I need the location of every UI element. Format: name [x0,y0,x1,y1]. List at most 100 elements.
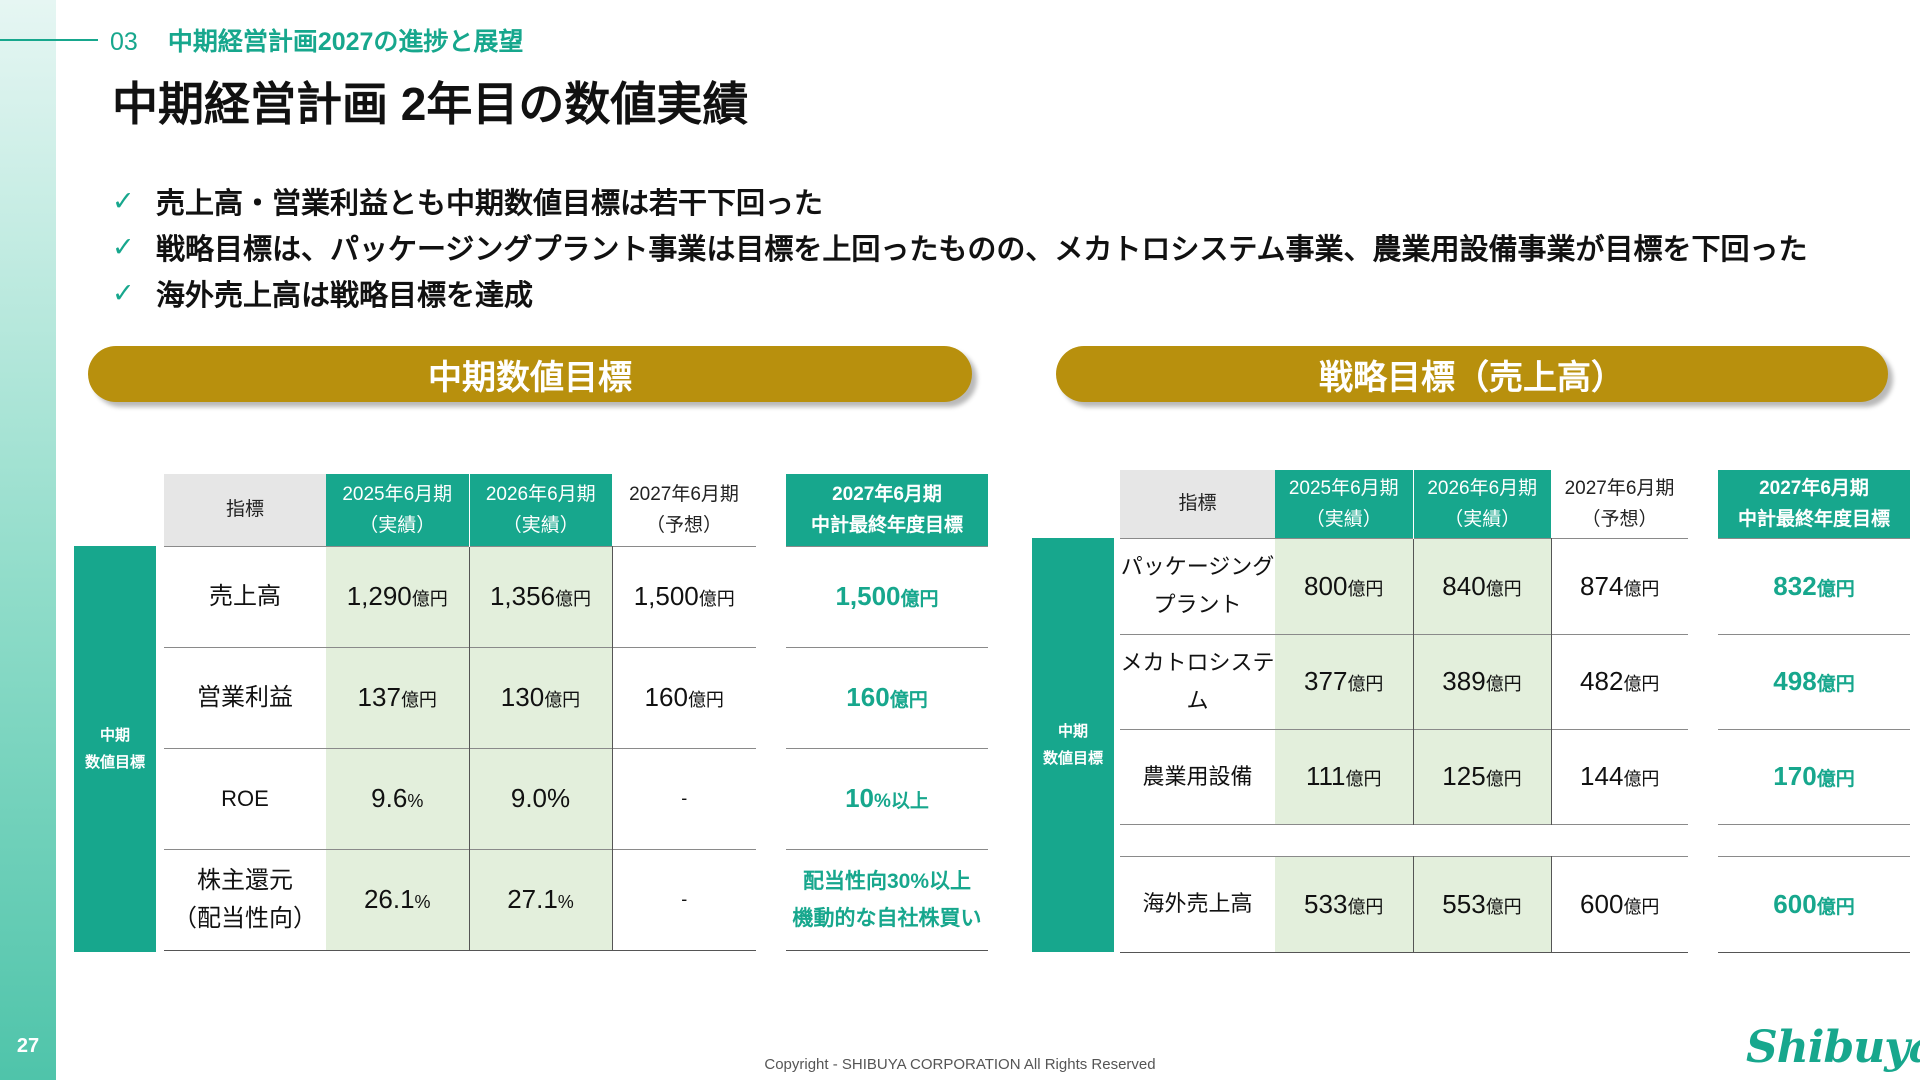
mid-term-table: 指標 2025年6月期 （実績） 2026年6月期 （実績） 2027年6月期 （予想… [164,474,756,951]
bullet-item: ✓ 売上高・営業利益とも中期数値目標は若干下回った [112,178,1808,224]
metric-name: 売上高 [164,545,326,647]
table-header-row: 指標 2025年6月期 （実績） 2026年6月期 （実績） 2027年6月期 （予想… [1120,470,1688,538]
page-number: 27 [16,1035,40,1057]
metric-name: パッケージング プラント [1120,537,1275,634]
table-header-row: 指標 2025年6月期 （実績） 2026年6月期 （実績） 2027年6月期 （予想… [164,474,756,546]
metric-name: 株主還元 （配当性向） [164,848,326,951]
value-fy2026: 125億円 [1413,728,1552,824]
table-row: 株主還元 （配当性向） 26.1% 27.1% - [164,848,756,951]
col-fy2026: 2026年6月期 （実績） [468,474,612,546]
table-row: メカトロシステム 377億円 389億円 482億円 [1120,633,1688,729]
table-row: 832億円 [1718,537,1910,634]
side-label-line: 数値目標 [84,754,145,771]
value-fy2025: 111億円 [1275,728,1414,824]
value-fy2025: 377億円 [1275,633,1414,729]
col-metric: 指標 [164,474,326,546]
metric-name: 農業用設備 [1120,728,1275,824]
value-fy2026: 1,356億円 [469,545,613,647]
right-side-label: 中期 数値目標 [1032,538,1114,952]
metric-name: ROE [164,747,326,849]
mid-term-target-table: 2027年6月期 中計最終年度目標 1,500億円 160億円 10%以上 配当性… [786,474,988,951]
value-fy2027: 874億円 [1551,537,1688,634]
strategic-target-table: 2027年6月期 中計最終年度目標 832億円 498億円 170億円 600億円 [1718,470,1910,953]
value-fy2025: 1,290億円 [326,545,470,647]
value-fy2026: 130億円 [469,646,613,748]
side-label-line: 中期 [99,727,130,744]
target-value: 1,500億円 [786,545,988,647]
strategic-table: 指標 2025年6月期 （実績） 2026年6月期 （実績） 2027年6月期 （予想… [1120,470,1688,953]
left-side-label: 中期 数値目標 [74,546,156,952]
table-row: ROE 9.6% 9.0% - [164,747,756,849]
table-row: 10%以上 [786,747,988,849]
table-row: 農業用設備 111億円 125億円 144億円 [1120,728,1688,824]
target-value: 配当性向30%以上 機動的な自社株買い [786,848,988,951]
spacer-cell [1120,823,1275,856]
target-value: 10%以上 [786,747,988,849]
spacer-cell [1551,823,1688,856]
table-row: 170億円 [1718,728,1910,824]
target-header-row: 2027年6月期 中計最終年度目標 [786,474,988,546]
bullet-text: 海外売上高は戦略目標を達成 [156,280,534,312]
sidebar-gradient: 27 [0,0,56,1080]
col-fy2027: 2027年6月期 （予想） [612,474,756,546]
target-value: 600億円 [1718,855,1910,953]
check-icon: ✓ [112,277,135,308]
target-value: 832億円 [1718,537,1910,634]
col-final-target: 2027年6月期 中計最終年度目標 [1718,470,1910,538]
col-fy2025: 2025年6月期 （実績） [326,474,469,546]
value-fy2026: 553億円 [1413,855,1552,953]
table-row: 498億円 [1718,633,1910,729]
side-label-line: 中期 [1057,723,1088,740]
bullet-text: 戦略目標は、パッケージングプラント事業は目標を上回ったものの、メカトロシステム事… [156,234,1808,266]
strategic-targets-header: 戦略目標（売上高） [1056,346,1888,402]
table-row: 売上高 1,290億円 1,356億円 1,500億円 [164,545,756,647]
value-fy2027: 144億円 [1551,728,1688,824]
side-label-line: 数値目標 [1042,750,1103,767]
table-row: パッケージング プラント 800億円 840億円 874億円 [1120,537,1688,634]
spacer-cell [1275,823,1413,856]
value-fy2026: 389億円 [1413,633,1552,729]
value-fy2027: 600億円 [1551,855,1688,953]
col-fy2027: 2027年6月期 （予想） [1551,470,1688,538]
metric-name: 営業利益 [164,646,326,748]
spacer-row [1120,823,1688,856]
col-fy2025: 2025年6月期 （実績） [1275,470,1413,538]
value-fy2027: 1,500億円 [612,545,756,647]
spacer-cell [1413,823,1551,856]
table-row: 配当性向30%以上 機動的な自社株買い [786,848,988,951]
copyright: Copyright - SHIBUYA CORPORATION All Righ… [764,1056,1156,1073]
company-logo: Shibuya [1746,1022,1920,1073]
table-row: 160億円 [786,646,988,748]
bullet-item: ✓ 戦略目標は、パッケージングプラント事業は目標を上回ったものの、メカトロシステム… [112,224,1808,270]
bullet-list: ✓ 売上高・営業利益とも中期数値目標は若干下回った ✓ 戦略目標は、パッケージングプ… [112,178,1808,316]
bullet-text: 売上高・営業利益とも中期数値目標は若干下回った [156,188,824,220]
table-row: 1,500億円 [786,545,988,647]
value-fy2025: 533億円 [1275,855,1414,953]
check-icon: ✓ [112,185,135,216]
value-fy2027: - [612,747,756,849]
metric-name: 海外売上高 [1120,855,1275,953]
page-title: 中期経営計画 2年目の数値実績 [112,78,749,130]
table-row: 海外売上高 533億円 553億円 600億円 [1120,855,1688,953]
section-label: 03 中期経営計画2027の進捗と展望 [110,22,523,58]
value-fy2027: - [612,848,756,951]
spacer-cell [1718,823,1910,856]
value-fy2027: 160億円 [612,646,756,748]
section-rule [0,39,98,41]
spacer-row [1718,823,1910,856]
value-fy2025: 9.6% [326,747,470,849]
target-value: 498億円 [1718,633,1910,729]
value-fy2026: 9.0% [469,747,613,849]
col-metric: 指標 [1120,470,1275,538]
metric-name: メカトロシステム [1120,633,1275,729]
table-row: 営業利益 137億円 130億円 160億円 [164,646,756,748]
target-value: 170億円 [1718,728,1910,824]
col-final-target: 2027年6月期 中計最終年度目標 [786,474,988,546]
value-fy2026: 840億円 [1413,537,1552,634]
value-fy2025: 26.1% [326,848,470,951]
value-fy2025: 137億円 [326,646,470,748]
target-value: 160億円 [786,646,988,748]
check-icon: ✓ [112,231,135,262]
target-header-row: 2027年6月期 中計最終年度目標 [1718,470,1910,538]
section-title: 中期経営計画2027の進捗と展望 [167,28,524,56]
